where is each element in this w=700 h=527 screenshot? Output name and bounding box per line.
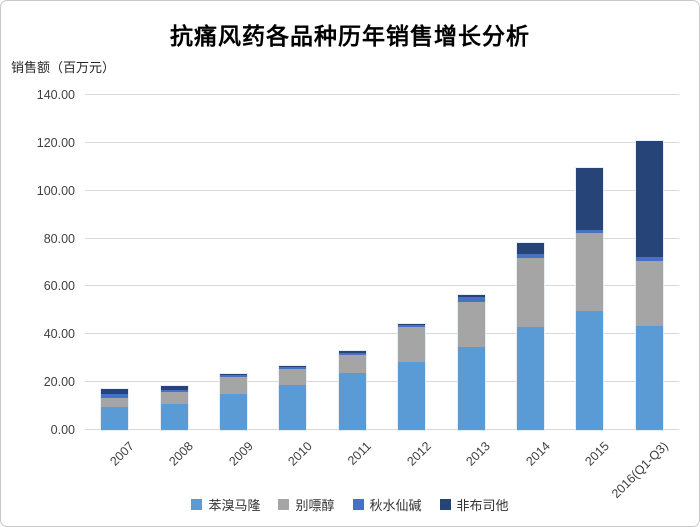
bar-segment	[338, 355, 366, 374]
y-tick-label: 80.00	[43, 231, 75, 246]
legend-label: 秋水仙碱	[369, 498, 422, 513]
bar-group-2012	[398, 323, 426, 430]
bar-segment	[635, 326, 663, 430]
legend-label: 别嘌醇	[295, 498, 335, 513]
bar-segment	[635, 140, 663, 257]
bar-group-2011	[338, 350, 366, 430]
bar-segment	[160, 390, 188, 392]
chart-title: 抗痛风药各品种历年销售增长分析	[170, 23, 530, 49]
plot-area: 0.00 20.00 40.00 60.00 80.00 100.00 120.00 140.…	[37, 88, 679, 501]
y-tick-label: 140.00	[36, 88, 75, 102]
y-tick-label: 20.00	[43, 375, 75, 390]
bar-segment	[576, 310, 604, 430]
bar-segment	[160, 386, 188, 391]
bar-segment	[576, 168, 604, 230]
gridline	[85, 381, 679, 383]
bar-segment	[279, 385, 307, 430]
legend-label: 苯溴马隆	[208, 498, 261, 513]
bar-group-2009	[220, 374, 247, 430]
bar-segment	[338, 352, 366, 356]
bar-segment	[338, 373, 366, 430]
bar-group-2010	[279, 365, 307, 430]
bar-segment	[457, 301, 485, 347]
bar-segment	[220, 374, 247, 378]
y-tick-label: 100.00	[36, 183, 75, 198]
gridline	[85, 189, 679, 191]
bar-group-2015	[576, 168, 604, 430]
bar-segment	[101, 389, 129, 395]
gridline	[85, 237, 679, 239]
bar-segment	[279, 368, 307, 386]
bar-group-2013	[457, 294, 485, 430]
gridline	[85, 285, 679, 287]
bar-segment	[101, 394, 129, 399]
legend: 苯溴马隆 别嘌醇 秋水仙碱 非布司他	[1, 495, 699, 514]
bar-segment	[101, 407, 129, 430]
bar-segment	[101, 398, 129, 408]
legend-item: 别嘌醇	[278, 495, 335, 514]
bar-segment	[517, 242, 544, 255]
y-tick-label: 120.00	[36, 135, 75, 150]
bar-segment	[220, 393, 247, 430]
bar-segment	[576, 229, 604, 233]
bar-segment	[160, 391, 188, 404]
bar-segment	[220, 377, 247, 394]
bar-group-2007	[101, 389, 129, 430]
bar-segment	[517, 257, 544, 327]
bar-segment	[220, 374, 247, 375]
bar-segment	[279, 365, 307, 367]
gridline	[85, 333, 679, 335]
bar-segment	[160, 403, 188, 430]
bar-segment	[398, 323, 426, 325]
y-tick-label: 40.00	[43, 327, 75, 342]
bar-segment	[576, 232, 604, 311]
bar-segment	[635, 256, 663, 261]
bar-segment	[517, 254, 544, 258]
y-tick-label: 60.00	[43, 279, 75, 294]
bar-segment	[517, 326, 544, 430]
y-tick-label: 0.00	[50, 423, 75, 437]
legend-swatch	[278, 499, 290, 510]
legend-swatch	[191, 499, 203, 510]
legend-label: 非布司他	[456, 498, 509, 513]
bar-segment	[398, 361, 426, 430]
y-axis-unit-label: 销售额（百万元）	[11, 60, 116, 75]
bar-group-2014	[517, 242, 544, 430]
gridline	[85, 94, 679, 95]
bar-segment	[635, 260, 663, 327]
bar-segment	[338, 350, 366, 353]
bar-segment	[279, 366, 307, 369]
bar-segment	[457, 346, 485, 430]
gridline	[85, 429, 679, 430]
legend-swatch	[352, 499, 364, 510]
legend-item: 秋水仙碱	[352, 495, 422, 514]
bar-segment	[398, 324, 426, 327]
bar-group-2016(Q1-Q3)	[635, 140, 663, 430]
gridline	[85, 141, 679, 143]
bar-segment	[398, 326, 426, 362]
bar-segment	[457, 294, 485, 297]
bar-group-2008	[160, 386, 188, 430]
legend-swatch	[439, 499, 451, 510]
legend-item: 非布司他	[439, 495, 509, 514]
bar-segment	[457, 296, 485, 302]
legend-item: 苯溴马隆	[191, 495, 260, 514]
